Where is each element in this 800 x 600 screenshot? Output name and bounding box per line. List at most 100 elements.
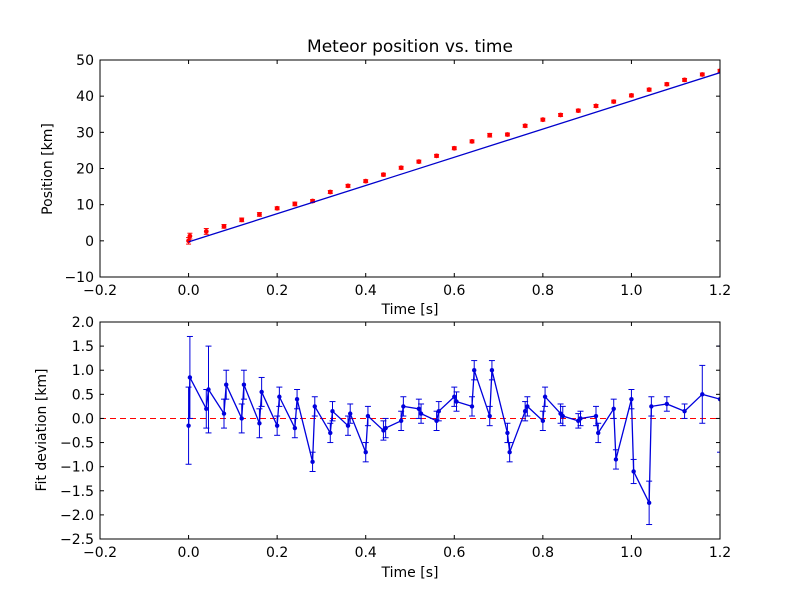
- bottom-chart-x-tick-label: 1.2: [709, 545, 731, 561]
- top-chart-x-tick-label: 0.4: [355, 283, 377, 299]
- top-chart-data-point: [257, 212, 262, 217]
- bottom-chart-x-tick-label: 0.4: [355, 545, 377, 561]
- bottom-chart-y-axis-label: Fit deviation [km]: [34, 368, 50, 491]
- top-chart-data-point: [611, 99, 617, 104]
- top-chart-data-point: [699, 72, 705, 77]
- bottom-chart-x-tick-label: −0.2: [83, 545, 117, 561]
- bottom-chart-data-point: [454, 399, 459, 404]
- top-chart-data-point: [451, 145, 457, 151]
- top-chart-x-tick-label: 0.0: [177, 283, 199, 299]
- bottom-chart-data-point: [257, 421, 262, 426]
- top-chart-x-tick-label: 0.2: [266, 283, 288, 299]
- bottom-chart-data-layer: [100, 335, 720, 526]
- bottom-chart-plot-area: −0.2 0.0 0.2 0.4 0.6 0.8 1.0 1.2 −2.5 −2.0 −1.5 −1.…: [60, 315, 731, 561]
- top-chart-data-point: [203, 229, 209, 234]
- bottom-chart-data-point: [542, 394, 548, 399]
- bottom-chart-x-tick-label: 0.8: [532, 545, 554, 561]
- bottom-chart-data-point: [401, 404, 406, 409]
- top-chart-fit-line: [188, 72, 720, 243]
- bottom-chart-data-point: [452, 394, 457, 399]
- top-chart-y-tick-label: 20: [76, 162, 94, 178]
- top-chart-x-tick-label: −0.2: [83, 283, 117, 299]
- top-chart-data-point: [522, 123, 528, 129]
- top-chart-panel: Meteor position vs. time −0.2 0.0 0.2 0.4 0.…: [40, 37, 731, 318]
- top-chart-y-tick-label: 40: [76, 89, 94, 105]
- top-chart-data-point: [664, 81, 670, 87]
- bottom-chart-data-point: [187, 375, 193, 380]
- bottom-chart-data-point: [540, 418, 546, 424]
- bottom-chart-data-point: [507, 450, 512, 455]
- top-chart-data-point: [505, 132, 510, 137]
- bottom-chart-y-tick-label: 2.0: [72, 315, 94, 331]
- top-chart-y-tick-label: 50: [76, 53, 94, 69]
- bottom-chart-panel: −0.2 0.0 0.2 0.4 0.6 0.8 1.0 1.2 −2.5 −2.0 −1.5 −1.…: [34, 315, 731, 581]
- bottom-chart-data-point: [294, 396, 300, 402]
- top-chart-data-layer: [186, 68, 720, 245]
- bottom-chart-data-point: [646, 500, 652, 506]
- bottom-chart-data-point: [239, 416, 244, 421]
- bottom-chart-data-point: [700, 392, 705, 397]
- bottom-chart-data-point: [292, 425, 298, 431]
- top-chart-data-point: [345, 183, 351, 189]
- top-chart-data-point: [398, 165, 404, 171]
- bottom-chart-x-tick-label: 1.0: [620, 545, 642, 561]
- bottom-chart-data-point: [631, 469, 636, 474]
- top-chart-data-point: [717, 68, 720, 74]
- top-chart-y-tick-label: 10: [76, 198, 94, 214]
- bottom-chart-data-point: [593, 413, 599, 419]
- top-chart-y-tick-label: −10: [64, 270, 94, 286]
- bottom-chart-data-point: [204, 406, 209, 411]
- bottom-chart-data-point: [312, 404, 317, 409]
- top-chart-title: Meteor position vs. time: [307, 37, 513, 57]
- top-chart-data-point: [274, 205, 280, 211]
- bottom-chart-data-point: [328, 430, 333, 436]
- bottom-chart-data-point: [613, 457, 619, 462]
- top-chart-data-point: [593, 103, 599, 109]
- bottom-chart-data-point: [310, 459, 315, 465]
- top-chart-data-point: [292, 201, 298, 207]
- bottom-chart-data-point: [363, 450, 368, 455]
- bottom-chart-data-point: [330, 409, 335, 414]
- top-chart-x-axis-label: Time [s]: [381, 302, 439, 318]
- bottom-chart-data-point: [274, 423, 280, 428]
- top-chart-data-point: [363, 178, 369, 184]
- top-chart-data-point: [327, 189, 333, 195]
- bottom-chart-y-tick-label: 1.0: [72, 363, 94, 379]
- top-chart-data-point: [221, 223, 227, 229]
- top-chart-data-point: [416, 159, 422, 165]
- top-chart-y-axis-label: Position [km]: [40, 123, 56, 215]
- bottom-chart-y-tick-label: 0.5: [72, 387, 94, 403]
- top-chart-plot-area: −0.2 0.0 0.2 0.4 0.6 0.8 1.0 1.2 −10 0 10 20 30 40 50: [64, 53, 731, 299]
- top-chart-y-tick-label: 0: [85, 234, 94, 250]
- bottom-chart-data-point: [489, 368, 495, 373]
- bottom-chart-data-point: [186, 423, 191, 428]
- bottom-chart-data-point: [505, 430, 510, 436]
- top-chart-x-tick-label: 1.0: [620, 283, 642, 299]
- top-chart-data-point: [239, 217, 245, 223]
- bottom-chart-data-point: [649, 404, 654, 409]
- top-chart-x-tick-label: 1.2: [709, 283, 731, 299]
- top-chart-data-point: [487, 132, 493, 138]
- bottom-chart-data-point: [416, 406, 422, 411]
- bottom-chart-data-point: [418, 411, 424, 416]
- top-chart-y-tick-label: 30: [76, 125, 94, 141]
- bottom-chart-y-tick-label: −2.0: [60, 508, 94, 524]
- top-chart-data-point: [434, 153, 439, 159]
- bottom-chart-data-point: [682, 409, 687, 414]
- bottom-chart-data-point: [241, 382, 247, 387]
- bottom-chart-data-point: [596, 430, 601, 436]
- bottom-chart-x-tick-label: 0.6: [443, 545, 465, 561]
- bottom-chart-data-point: [487, 413, 492, 419]
- top-chart-data-point: [187, 233, 193, 239]
- bottom-chart-data-point: [611, 406, 616, 411]
- bottom-chart-data-point: [717, 396, 720, 402]
- top-chart-data-point: [646, 87, 652, 93]
- top-chart-data-point: [575, 108, 581, 114]
- bottom-chart-data-point: [206, 387, 211, 392]
- bottom-chart-data-point: [472, 368, 477, 373]
- bottom-chart-data-point: [522, 409, 528, 414]
- bottom-chart-data-point: [224, 382, 229, 387]
- top-chart-data-point: [381, 172, 386, 178]
- bottom-chart-axes-frame: [99, 321, 721, 540]
